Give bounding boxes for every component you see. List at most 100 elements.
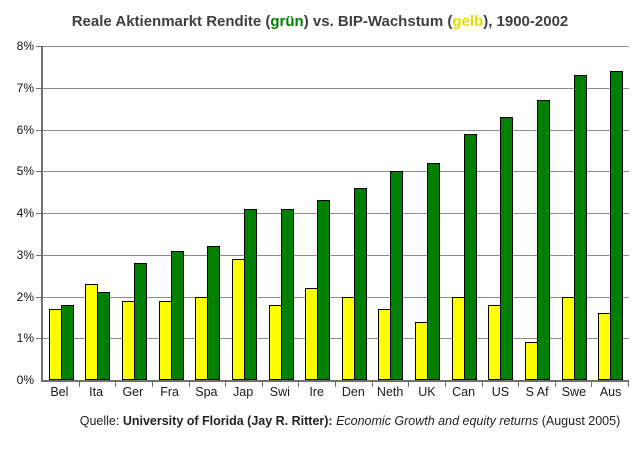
category-group-Spa: [190, 46, 227, 387]
y-axis-tick-label: 0%: [16, 373, 34, 387]
x-axis-label-Swi: Swi: [269, 385, 290, 399]
x-axis-tick: [298, 382, 300, 387]
category-group-Swi: [263, 46, 300, 387]
title-green-legend-word: grün: [270, 13, 304, 30]
category-group-Bel: [43, 46, 80, 387]
bar-Bel-equity-green: [60, 304, 74, 380]
x-axis-label-Bel: Bel: [50, 385, 69, 399]
y-axis-tick-label: 7%: [16, 80, 34, 95]
x-axis-tick: [628, 382, 629, 387]
category-group-Ger: [116, 46, 153, 387]
bar-Aus-equity-green: [610, 71, 624, 380]
bar-Swe-equity-green: [573, 75, 587, 380]
source-line: Quelle: University of Florida (Jay R. Ri…: [70, 414, 630, 428]
bar-Swi-equity-green: [280, 208, 294, 380]
category-group-Jap: [226, 46, 263, 387]
gridline-8%: [43, 46, 629, 47]
x-axis-tick: [335, 382, 336, 387]
x-axis-tick: [115, 382, 117, 387]
x-axis-tick: [371, 382, 373, 387]
x-axis-label-Can: Can: [452, 385, 476, 399]
x-axis-tick: [225, 382, 227, 387]
title-yellow-legend-word: gelb: [452, 13, 484, 30]
bar-Spa-equity-green: [207, 246, 221, 380]
x-axis-tick: [151, 382, 153, 387]
y-axis-labels: 0% 1% 2% 3% 4% 5% 6% 7% 8%: [0, 40, 36, 386]
bar-UK-equity-green: [427, 162, 441, 380]
chart-title: Reale Aktienmarkt Rendite (grün) vs. BIP…: [0, 13, 640, 30]
bar-Ire-equity-green: [317, 200, 331, 380]
x-axis-label-Fra: Fra: [160, 385, 179, 399]
x-axis-label-Ire: Ire: [309, 385, 324, 399]
category-group-US: [483, 46, 520, 387]
category-group-Fra: [153, 46, 190, 387]
x-axis-tick: [261, 382, 263, 387]
category-group-UK: [409, 46, 446, 387]
y-axis-tick: [36, 213, 41, 214]
title-prefix: Reale Aktienmarkt Rendite (: [71, 13, 271, 30]
y-axis-tick: [36, 87, 41, 89]
x-axis-tick: [444, 382, 446, 387]
bar-Ita-equity-green: [97, 292, 111, 380]
y-axis-tick-label: 6%: [16, 122, 34, 137]
category-group-Aus: [592, 46, 629, 387]
x-axis-label-UK: UK: [418, 385, 436, 399]
title-middle: ) vs. BIP-Wachstum (: [303, 13, 453, 30]
gridline-4%: [43, 213, 629, 214]
x-axis-tick: [554, 382, 556, 387]
gridline-7%: [43, 87, 629, 89]
x-axis-labels: Bel Ita Ger Fra Spa Jap Swi Ire Den Neth UK Can US S …: [41, 385, 629, 399]
bar-Ger-equity-green: [134, 263, 148, 380]
category-group-Swe: [556, 46, 593, 387]
y-axis-tick-label: 3%: [16, 247, 34, 262]
y-axis-tick-label: 2%: [16, 289, 34, 304]
x-axis-tick: [481, 382, 483, 387]
x-axis-tick: [78, 382, 80, 387]
x-axis-label-US: US: [491, 385, 510, 399]
bar-Fra-equity-green: [170, 250, 184, 380]
gridline-2%: [43, 296, 629, 298]
bar-S Af-equity-green: [536, 100, 550, 380]
category-group-Can: [446, 46, 483, 387]
category-group-Ire: [299, 46, 336, 387]
bar-US-equity-green: [500, 116, 514, 380]
x-axis-label-Neth: Neth: [376, 385, 404, 399]
x-axis-tick: [188, 382, 190, 387]
y-axis-tick: [36, 129, 41, 131]
bar-Can-equity-green: [463, 133, 477, 380]
source-label: Quelle:: [79, 414, 123, 428]
x-axis-label-Swe: Swe: [561, 385, 587, 399]
x-axis-label-S Af: S Af: [525, 385, 549, 399]
category-group-Neth: [373, 46, 410, 387]
gridline-3%: [43, 254, 629, 256]
bars-row: [43, 46, 629, 387]
x-axis-label-Ita: Ita: [89, 385, 104, 399]
category-group-Ita: [80, 46, 117, 387]
category-group-S Af: [519, 46, 556, 387]
y-axis-tick-label: 4%: [16, 206, 34, 220]
bar-Neth-equity-green: [390, 171, 404, 380]
gridline-1%: [43, 338, 629, 340]
y-axis-tick: [36, 338, 41, 340]
y-axis-tick-label: 8%: [16, 39, 34, 53]
source-author: University of Florida (Jay R. Ritter):: [122, 414, 337, 428]
x-axis-label-Spa: Spa: [195, 385, 218, 399]
source-paper-title: Economic Growth and equity returns: [336, 414, 539, 428]
source-date: (August 2005): [538, 414, 621, 428]
x-axis-label-Ger: Ger: [122, 385, 144, 399]
x-axis-tick: [518, 382, 520, 387]
x-axis-label-Aus: Aus: [599, 385, 622, 399]
y-axis-tick-label: 5%: [16, 164, 34, 179]
y-axis-tick: [36, 46, 41, 47]
plot-area: [36, 46, 629, 387]
x-axis-tick: [591, 382, 593, 387]
gridline-6%: [43, 129, 629, 131]
bar-Jap-equity-green: [243, 208, 257, 380]
bar-Den-equity-green: [353, 187, 367, 380]
y-axis-tick-label: 1%: [16, 331, 34, 346]
y-axis-tick: [36, 254, 41, 256]
y-axis-tick: [36, 171, 41, 173]
category-group-Den: [336, 46, 373, 387]
y-axis-tick: [36, 296, 41, 298]
